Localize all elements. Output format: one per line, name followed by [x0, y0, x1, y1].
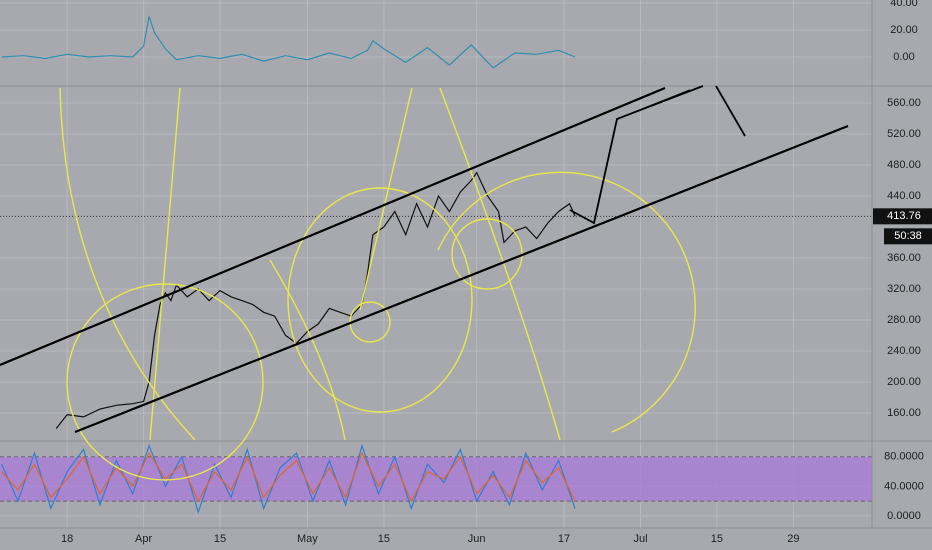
y-tick-label: 0.0000 — [887, 510, 921, 522]
band-layer — [0, 456, 872, 502]
series-line — [1, 16, 576, 69]
projection-path — [616, 89, 691, 120]
label-layer: 0.00 20.00 40.00 160.00 200.00 240.00 280.00 32… — [61, 0, 932, 545]
last-price-label: 413.76 — [887, 210, 921, 222]
y-tick-label: 20.00 — [890, 24, 918, 36]
yellow-line — [149, 87, 181, 441]
countdown-label: 50:38 — [894, 230, 922, 242]
y-tick-label: 320.00 — [887, 283, 921, 295]
y-tick-label: 160.00 — [887, 407, 921, 419]
y-tick-label: 440.00 — [887, 190, 921, 202]
y-tick-label: 520.00 — [887, 128, 921, 140]
x-tick-label: May — [297, 533, 318, 545]
x-tick-label: 15 — [711, 533, 723, 545]
x-tick-label: 29 — [787, 533, 799, 545]
series-line — [55, 171, 576, 429]
series-layer — [1, 16, 576, 515]
yellow-arc — [269, 259, 346, 441]
gann-drawings — [59, 87, 696, 481]
y-tick-label: 40.00 — [890, 0, 918, 9]
y-tick-label: 560.00 — [887, 97, 921, 109]
last-price-box — [873, 208, 932, 225]
x-tick-label: 18 — [61, 533, 73, 545]
y-tick-label: 360.00 — [887, 252, 921, 264]
y-tick-label: 240.00 — [887, 345, 921, 357]
y-tick-label: 80.0000 — [884, 451, 924, 463]
x-tick-label: 15 — [214, 533, 226, 545]
series-line — [1, 443, 576, 515]
x-tick-label: Apr — [135, 533, 152, 545]
channel-lower — [74, 124, 849, 434]
yellow-arc — [439, 87, 561, 441]
channel-drawings — [0, 85, 849, 434]
y-tick-label: 0.00 — [893, 51, 914, 63]
x-tick-label: Jul — [633, 533, 647, 545]
yellow-arc — [437, 171, 696, 433]
y-tick-label: 280.00 — [887, 314, 921, 326]
y-tick-label: 480.00 — [887, 159, 921, 171]
projection-path — [715, 85, 746, 137]
y-tick-label: 40.0000 — [884, 480, 924, 492]
channel-upper — [0, 86, 666, 367]
x-tick-label: 17 — [558, 533, 570, 545]
yellow-line — [359, 87, 413, 311]
series-line — [1, 451, 576, 503]
yellow-circle — [66, 283, 264, 481]
x-tick-label: 15 — [378, 533, 390, 545]
yellow-arc — [59, 87, 196, 441]
yellow-circle — [287, 187, 473, 413]
band — [0, 456, 872, 502]
x-tick-label: Jun — [468, 533, 486, 545]
countdown-box — [884, 228, 932, 245]
y-tick-label: 200.00 — [887, 376, 921, 388]
